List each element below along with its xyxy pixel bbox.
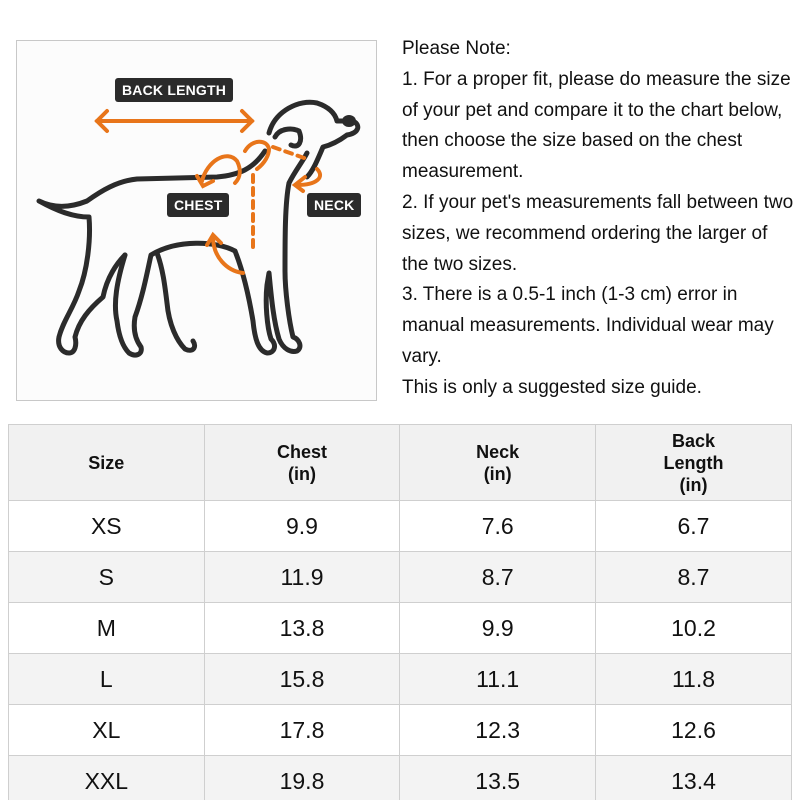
table-row: XXL 19.8 13.5 13.4 bbox=[8, 755, 792, 800]
chest-cell: 17.8 bbox=[203, 704, 401, 756]
dog-measurement-diagram: BACK LENGTH CHEST NECK bbox=[16, 40, 377, 401]
back-length-cell: 6.7 bbox=[595, 500, 792, 552]
header-text: Size bbox=[88, 452, 125, 473]
size-cell: S bbox=[8, 551, 205, 603]
note-heading: Please Note: bbox=[402, 38, 511, 59]
chest-cell: 9.9 bbox=[203, 500, 401, 552]
chest-cell: 15.8 bbox=[203, 653, 401, 705]
dog-outline-icon bbox=[36, 99, 361, 358]
table-row: XL 17.8 12.3 12.6 bbox=[8, 704, 792, 756]
table-row: S 11.9 8.7 8.7 bbox=[8, 551, 792, 603]
back-length-cell: 10.2 bbox=[595, 602, 792, 654]
neck-cell: 13.5 bbox=[399, 755, 596, 800]
note-text: Please Note: 1. For a proper fit, please… bbox=[402, 34, 797, 404]
back-length-cell: 12.6 bbox=[595, 704, 792, 756]
size-cell: XL bbox=[8, 704, 205, 756]
note-footer: This is only a suggested size guide. bbox=[402, 376, 702, 398]
size-cell: M bbox=[8, 602, 205, 654]
header-unit: (in) bbox=[483, 463, 512, 484]
header-chest: Chest (in) bbox=[203, 424, 401, 501]
chest-cell: 13.8 bbox=[203, 602, 401, 654]
chest-cell: 11.9 bbox=[203, 551, 401, 603]
header-text: Chest bbox=[276, 441, 327, 462]
table-row: L 15.8 11.1 11.8 bbox=[8, 653, 792, 705]
note-item: 3. There is a 0.5-1 inch (1-3 cm) error … bbox=[402, 284, 774, 367]
table-header-row: Size Chest (in) Neck (in) Back Length (in) bbox=[8, 424, 792, 501]
neck-cell: 9.9 bbox=[399, 602, 596, 654]
back-length-cell: 11.8 bbox=[595, 653, 792, 705]
chest-cell: 19.8 bbox=[203, 755, 401, 800]
neck-cell: 7.6 bbox=[399, 500, 596, 552]
size-cell: L bbox=[8, 653, 205, 705]
neck-cell: 8.7 bbox=[399, 551, 596, 603]
note-item: 1. For a proper fit, please do measure t… bbox=[402, 68, 791, 183]
back-length-cell: 8.7 bbox=[595, 551, 792, 603]
neck-cell: 12.3 bbox=[399, 704, 596, 756]
neck-label: NECK bbox=[307, 193, 362, 217]
header-text: Back bbox=[671, 430, 716, 451]
size-cell: XS bbox=[8, 500, 205, 552]
header-neck: Neck (in) bbox=[399, 424, 596, 501]
size-cell: XXL bbox=[8, 755, 205, 800]
header-unit: (in) bbox=[679, 474, 708, 495]
header-text: Length bbox=[663, 452, 724, 473]
header-text: Neck bbox=[476, 441, 520, 462]
back-length-label: BACK LENGTH bbox=[115, 78, 234, 102]
header-back-length: Back Length (in) bbox=[595, 424, 792, 501]
chest-label: CHEST bbox=[167, 193, 230, 217]
back-length-cell: 13.4 bbox=[595, 755, 792, 800]
neck-cell: 11.1 bbox=[399, 653, 596, 705]
header-size: Size bbox=[8, 424, 205, 501]
table-row: XS 9.9 7.6 6.7 bbox=[8, 500, 792, 552]
note-item: 2. If your pet's measurements fall betwe… bbox=[402, 191, 794, 275]
table-row: M 13.8 9.9 10.2 bbox=[8, 602, 792, 654]
header-unit: (in) bbox=[287, 463, 316, 484]
size-table: Size Chest (in) Neck (in) Back Length (in) X… bbox=[8, 424, 792, 800]
